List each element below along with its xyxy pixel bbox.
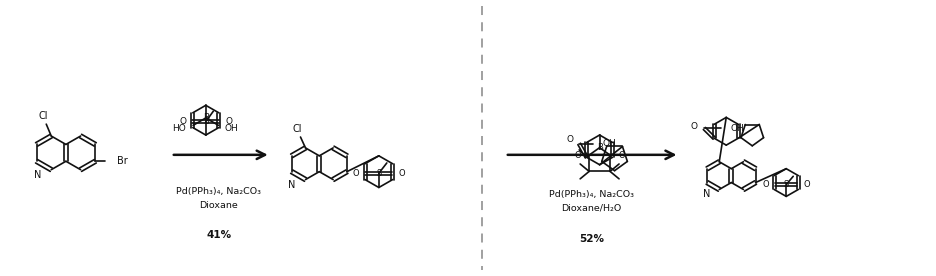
Text: S: S	[783, 180, 789, 189]
Text: B: B	[203, 113, 209, 123]
Text: Pd(PPh₃)₄, Na₂CO₃: Pd(PPh₃)₄, Na₂CO₃	[549, 190, 634, 199]
Text: N: N	[288, 179, 296, 190]
Text: 41%: 41%	[206, 230, 231, 240]
Text: OH: OH	[603, 139, 617, 148]
Text: Dioxane/H₂O: Dioxane/H₂O	[562, 204, 622, 213]
Text: O: O	[180, 117, 186, 126]
Text: O: O	[226, 117, 232, 126]
Text: S: S	[376, 169, 382, 178]
Text: O: O	[353, 169, 359, 178]
Text: Dioxane: Dioxane	[199, 201, 238, 210]
Text: O: O	[618, 151, 624, 160]
Text: O: O	[566, 136, 573, 144]
Text: Cl: Cl	[293, 124, 302, 134]
Text: O: O	[575, 151, 581, 160]
Text: HO: HO	[172, 124, 186, 133]
Text: 52%: 52%	[579, 234, 604, 244]
Text: O: O	[763, 180, 769, 189]
Text: S: S	[203, 117, 209, 126]
Text: OH: OH	[730, 124, 744, 133]
Text: Br: Br	[117, 156, 128, 166]
Text: N: N	[703, 189, 710, 200]
Text: O: O	[803, 180, 810, 189]
Text: OH: OH	[225, 124, 239, 133]
Text: Cl: Cl	[38, 111, 48, 121]
Text: B: B	[596, 143, 603, 152]
Text: O: O	[399, 169, 405, 178]
Text: O: O	[691, 122, 697, 131]
Text: N: N	[34, 170, 41, 180]
Text: Pd(PPh₃)₄, Na₂CO₃: Pd(PPh₃)₄, Na₂CO₃	[176, 187, 261, 196]
